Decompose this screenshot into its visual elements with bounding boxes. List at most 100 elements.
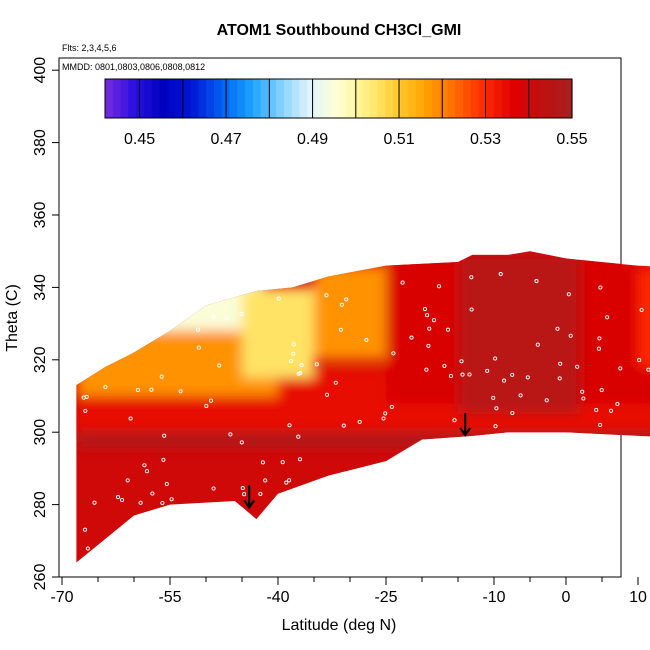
- sample-marker: [502, 378, 507, 383]
- down-arrow: [459, 412, 472, 437]
- down-arrow: [243, 485, 256, 510]
- sample-marker: [575, 364, 580, 369]
- colorbar-swatch: [151, 79, 161, 118]
- chart-title: ATOM1 Southbound CH3Cl_GMI: [217, 22, 462, 39]
- sample-marker: [333, 380, 338, 385]
- colorbar-swatch: [330, 79, 340, 118]
- colorbar-swatch: [385, 79, 394, 118]
- sample-marker: [445, 327, 451, 332]
- sample-marker: [85, 546, 90, 551]
- sample-marker: [119, 497, 125, 503]
- sample-marker: [289, 359, 294, 364]
- sample-marker: [491, 395, 496, 400]
- colorbar-tick-label: 0.55: [556, 131, 587, 148]
- colorbar-swatch: [525, 79, 534, 118]
- colorbar-swatch: [463, 79, 472, 118]
- colorbar-swatch: [213, 79, 223, 118]
- x-axis: -70-55-40-25-1001020304050607080: [50, 577, 647, 606]
- colorbar-swatch: [120, 79, 129, 118]
- y-tick-label: 380: [32, 129, 49, 156]
- sample-marker: [224, 316, 229, 321]
- sample-marker: [498, 272, 503, 277]
- sample-marker: [581, 396, 586, 401]
- colorbar-swatch: [361, 79, 371, 118]
- sample-marker: [82, 527, 88, 532]
- sample-marker: [469, 307, 474, 312]
- sample-marker: [518, 393, 523, 398]
- sample-marker: [84, 394, 89, 399]
- sample-marker: [239, 312, 244, 317]
- sample-marker: [566, 292, 571, 297]
- colorbar-swatch: [548, 79, 558, 118]
- colorbar-swatch: [245, 79, 254, 118]
- sample-marker: [239, 440, 244, 445]
- colorbar: 0.45 0.47 0.49 0.51 0.53 0.55: [104, 78, 588, 148]
- colorbar-swatch: [299, 79, 308, 118]
- sample-marker: [525, 375, 530, 380]
- colorbar-swatch: [190, 79, 199, 118]
- y-axis-label: Theta (C): [4, 284, 21, 352]
- colorbar-swatch: [439, 79, 449, 118]
- y-tick-label: 300: [32, 419, 49, 446]
- sample-marker: [164, 481, 169, 487]
- sample-marker: [425, 313, 430, 318]
- sample-marker: [149, 387, 154, 392]
- colorbar-swatch: [416, 79, 425, 118]
- colorbar-swatch: [346, 79, 355, 118]
- sample-marker: [469, 275, 474, 280]
- colorbar-tick-label: 0.49: [297, 131, 328, 148]
- sample-marker: [431, 318, 437, 323]
- sample-marker: [291, 351, 296, 356]
- sample-marker: [324, 392, 330, 397]
- x-tick-label: -10: [482, 589, 505, 606]
- arrow-markers: [243, 412, 472, 510]
- sample-marker: [557, 376, 562, 381]
- colorbar-swatch: [424, 79, 433, 118]
- mmdd-annotation: MMDD: 0801,0803,0806,0808,0812: [62, 62, 205, 72]
- sample-marker: [424, 367, 429, 372]
- sample-marker: [280, 460, 285, 465]
- sample-marker: [544, 398, 549, 403]
- sample-marker: [510, 372, 515, 377]
- colorbar-swatch: [136, 79, 145, 118]
- colorbar-swatch: [268, 79, 277, 118]
- colorbar-swatch: [509, 79, 519, 118]
- sample-marker: [459, 359, 464, 364]
- colorbar-swatch: [556, 79, 565, 118]
- sample-marker: [159, 374, 164, 379]
- colorbar-frame: [104, 78, 573, 119]
- colorbar-swatch: [377, 79, 386, 118]
- colorbar-swatch: [470, 79, 480, 118]
- heatmap-cell: [242, 287, 314, 378]
- sample-marker: [426, 343, 431, 348]
- sample-markers: [81, 272, 650, 551]
- sample-marker: [460, 372, 465, 377]
- sample-marker: [598, 422, 603, 427]
- sample-marker: [204, 403, 209, 409]
- x-tick-label: 0: [562, 589, 571, 606]
- sample-marker: [391, 351, 396, 356]
- colorbar-swatch: [338, 79, 347, 118]
- sample-marker: [242, 492, 247, 497]
- colorbar-swatch: [486, 79, 495, 118]
- sample-marker: [297, 457, 303, 462]
- colorbar-swatch: [533, 79, 542, 118]
- colorbar-swatch: [206, 79, 215, 118]
- colorbar-swatch: [276, 79, 285, 118]
- sample-marker: [83, 408, 88, 413]
- colorbar-swatch: [175, 79, 184, 118]
- colorbar-swatch: [400, 79, 410, 118]
- sample-marker: [211, 486, 216, 491]
- sample-marker: [299, 363, 304, 368]
- sample-marker: [409, 335, 414, 340]
- sample-marker: [160, 500, 165, 506]
- sample-marker: [296, 434, 301, 439]
- sample-marker: [615, 401, 620, 407]
- x-tick-label: -70: [50, 589, 73, 606]
- sample-marker: [389, 404, 394, 409]
- sample-marker: [338, 327, 343, 332]
- sample-marker: [534, 279, 539, 284]
- sample-marker: [599, 388, 604, 393]
- sample-marker: [142, 463, 147, 468]
